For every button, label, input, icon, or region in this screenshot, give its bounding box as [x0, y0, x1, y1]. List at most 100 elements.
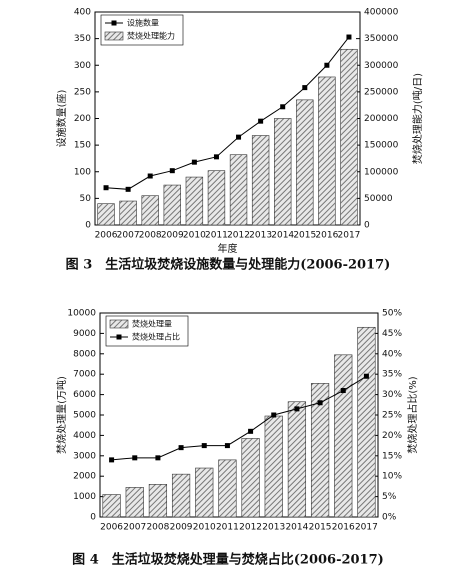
y-tick-label: 200: [74, 114, 91, 124]
y-tick-label: 8000: [73, 349, 96, 359]
line: [111, 375, 367, 461]
marker: [169, 168, 175, 174]
x-tick-label: 2014: [271, 231, 294, 241]
y-tick-label: 5000: [73, 411, 96, 421]
y-axis-label: 焚烧处理量(万吨): [55, 376, 68, 454]
legend-label: 焚烧处理量: [132, 319, 172, 329]
x-tick-label: 2011: [216, 523, 239, 533]
y2-tick-label: 200000: [364, 114, 399, 124]
legend-label: 焚烧处理能力: [127, 31, 175, 41]
y2-tick-label: 10%: [382, 472, 402, 482]
bar: [241, 438, 260, 518]
legend-label: 设施数量: [127, 18, 159, 28]
x-tick-label: 2007: [117, 231, 140, 241]
y2-tick-label: 20%: [382, 431, 402, 441]
figure-caption: 图 4 生活垃圾焚烧处理量与焚烧占比(2006-2017): [72, 552, 384, 568]
x-tick-label: 2009: [170, 523, 193, 533]
y-tick-label: 100: [74, 167, 91, 177]
marker: [346, 34, 352, 40]
line: [106, 36, 350, 190]
y2-tick-label: 0: [364, 221, 370, 231]
bar: [119, 200, 137, 226]
y2-tick-label: 400000: [364, 8, 399, 18]
y-tick-label: 2000: [73, 472, 96, 482]
x-tick-label: 2006: [100, 523, 123, 533]
y2-tick-label: 250000: [364, 87, 399, 97]
marker: [324, 62, 330, 68]
marker: [294, 406, 300, 412]
x-tick-label: 2010: [183, 231, 206, 241]
marker: [271, 412, 277, 418]
marker: [155, 455, 161, 461]
bar: [102, 494, 121, 518]
legend-swatch: [104, 31, 124, 41]
marker: [178, 445, 184, 451]
marker: [103, 185, 109, 191]
bar: [264, 415, 283, 518]
marker: [280, 104, 286, 110]
x-tick-label: 2009: [161, 231, 184, 241]
y-tick-label: 50: [80, 194, 92, 204]
y-tick-label: 150: [74, 141, 91, 151]
y2-axis-label: 焚烧处理占比(%): [406, 376, 419, 453]
x-tick-label: 2014: [285, 523, 308, 533]
bar: [334, 354, 353, 518]
bar: [163, 184, 181, 226]
x-tick-label: 2010: [193, 523, 216, 533]
bar: [148, 484, 168, 518]
y2-tick-label: 5%: [382, 492, 397, 502]
marker: [340, 388, 346, 394]
bar: [357, 326, 376, 518]
marker: [147, 173, 153, 179]
x-tick-label: 2013: [249, 231, 272, 241]
marker: [236, 134, 242, 140]
y-axis-label: 设施数量(座): [55, 90, 68, 148]
y-tick-label: 400: [74, 8, 91, 18]
bar: [340, 48, 358, 226]
legend-swatch: [109, 319, 129, 329]
y-tick-label: 0: [90, 513, 96, 523]
y2-tick-label: 35%: [382, 370, 402, 380]
marker: [213, 154, 219, 160]
x-tick-label: 2015: [309, 523, 332, 533]
marker: [125, 186, 131, 192]
legend-marker: [116, 334, 122, 340]
x-tick-label: 2012: [227, 231, 250, 241]
bar: [274, 118, 292, 226]
marker: [248, 428, 254, 434]
legend-label: 焚烧处理占比: [132, 332, 180, 342]
y-tick-label: 350: [74, 34, 91, 44]
x-tick-label: 2016: [315, 231, 338, 241]
bar: [318, 76, 336, 226]
x-tick-label: 2006: [95, 231, 118, 241]
bar: [125, 487, 144, 518]
x-tick-label: 2008: [139, 231, 162, 241]
y-tick-label: 3000: [73, 451, 96, 461]
y2-tick-label: 40%: [382, 349, 402, 359]
x-tick-label: 2017: [355, 523, 378, 533]
marker: [258, 118, 264, 124]
x-axis-label: 年度: [218, 242, 238, 255]
y-tick-label: 1000: [73, 492, 96, 502]
y-tick-label: 4000: [73, 431, 96, 441]
bar: [97, 203, 115, 226]
x-tick-label: 2013: [262, 523, 285, 533]
marker: [317, 400, 323, 406]
y2-tick-label: 300000: [364, 61, 399, 71]
bar: [141, 195, 159, 226]
marker: [224, 443, 230, 449]
x-tick-label: 2012: [239, 523, 262, 533]
y-tick-label: 0: [85, 221, 91, 231]
y-tick-label: 9000: [73, 329, 96, 339]
marker: [132, 455, 138, 461]
marker: [109, 457, 115, 463]
bar: [229, 154, 248, 226]
bar: [185, 176, 204, 226]
x-tick-label: 2008: [146, 523, 169, 533]
x-tick-label: 2017: [338, 231, 361, 241]
x-tick-label: 2007: [123, 523, 146, 533]
y2-axis-label: 焚烧处理能力(吨/日): [411, 73, 424, 164]
y-tick-label: 10000: [67, 309, 96, 319]
marker: [302, 85, 308, 91]
